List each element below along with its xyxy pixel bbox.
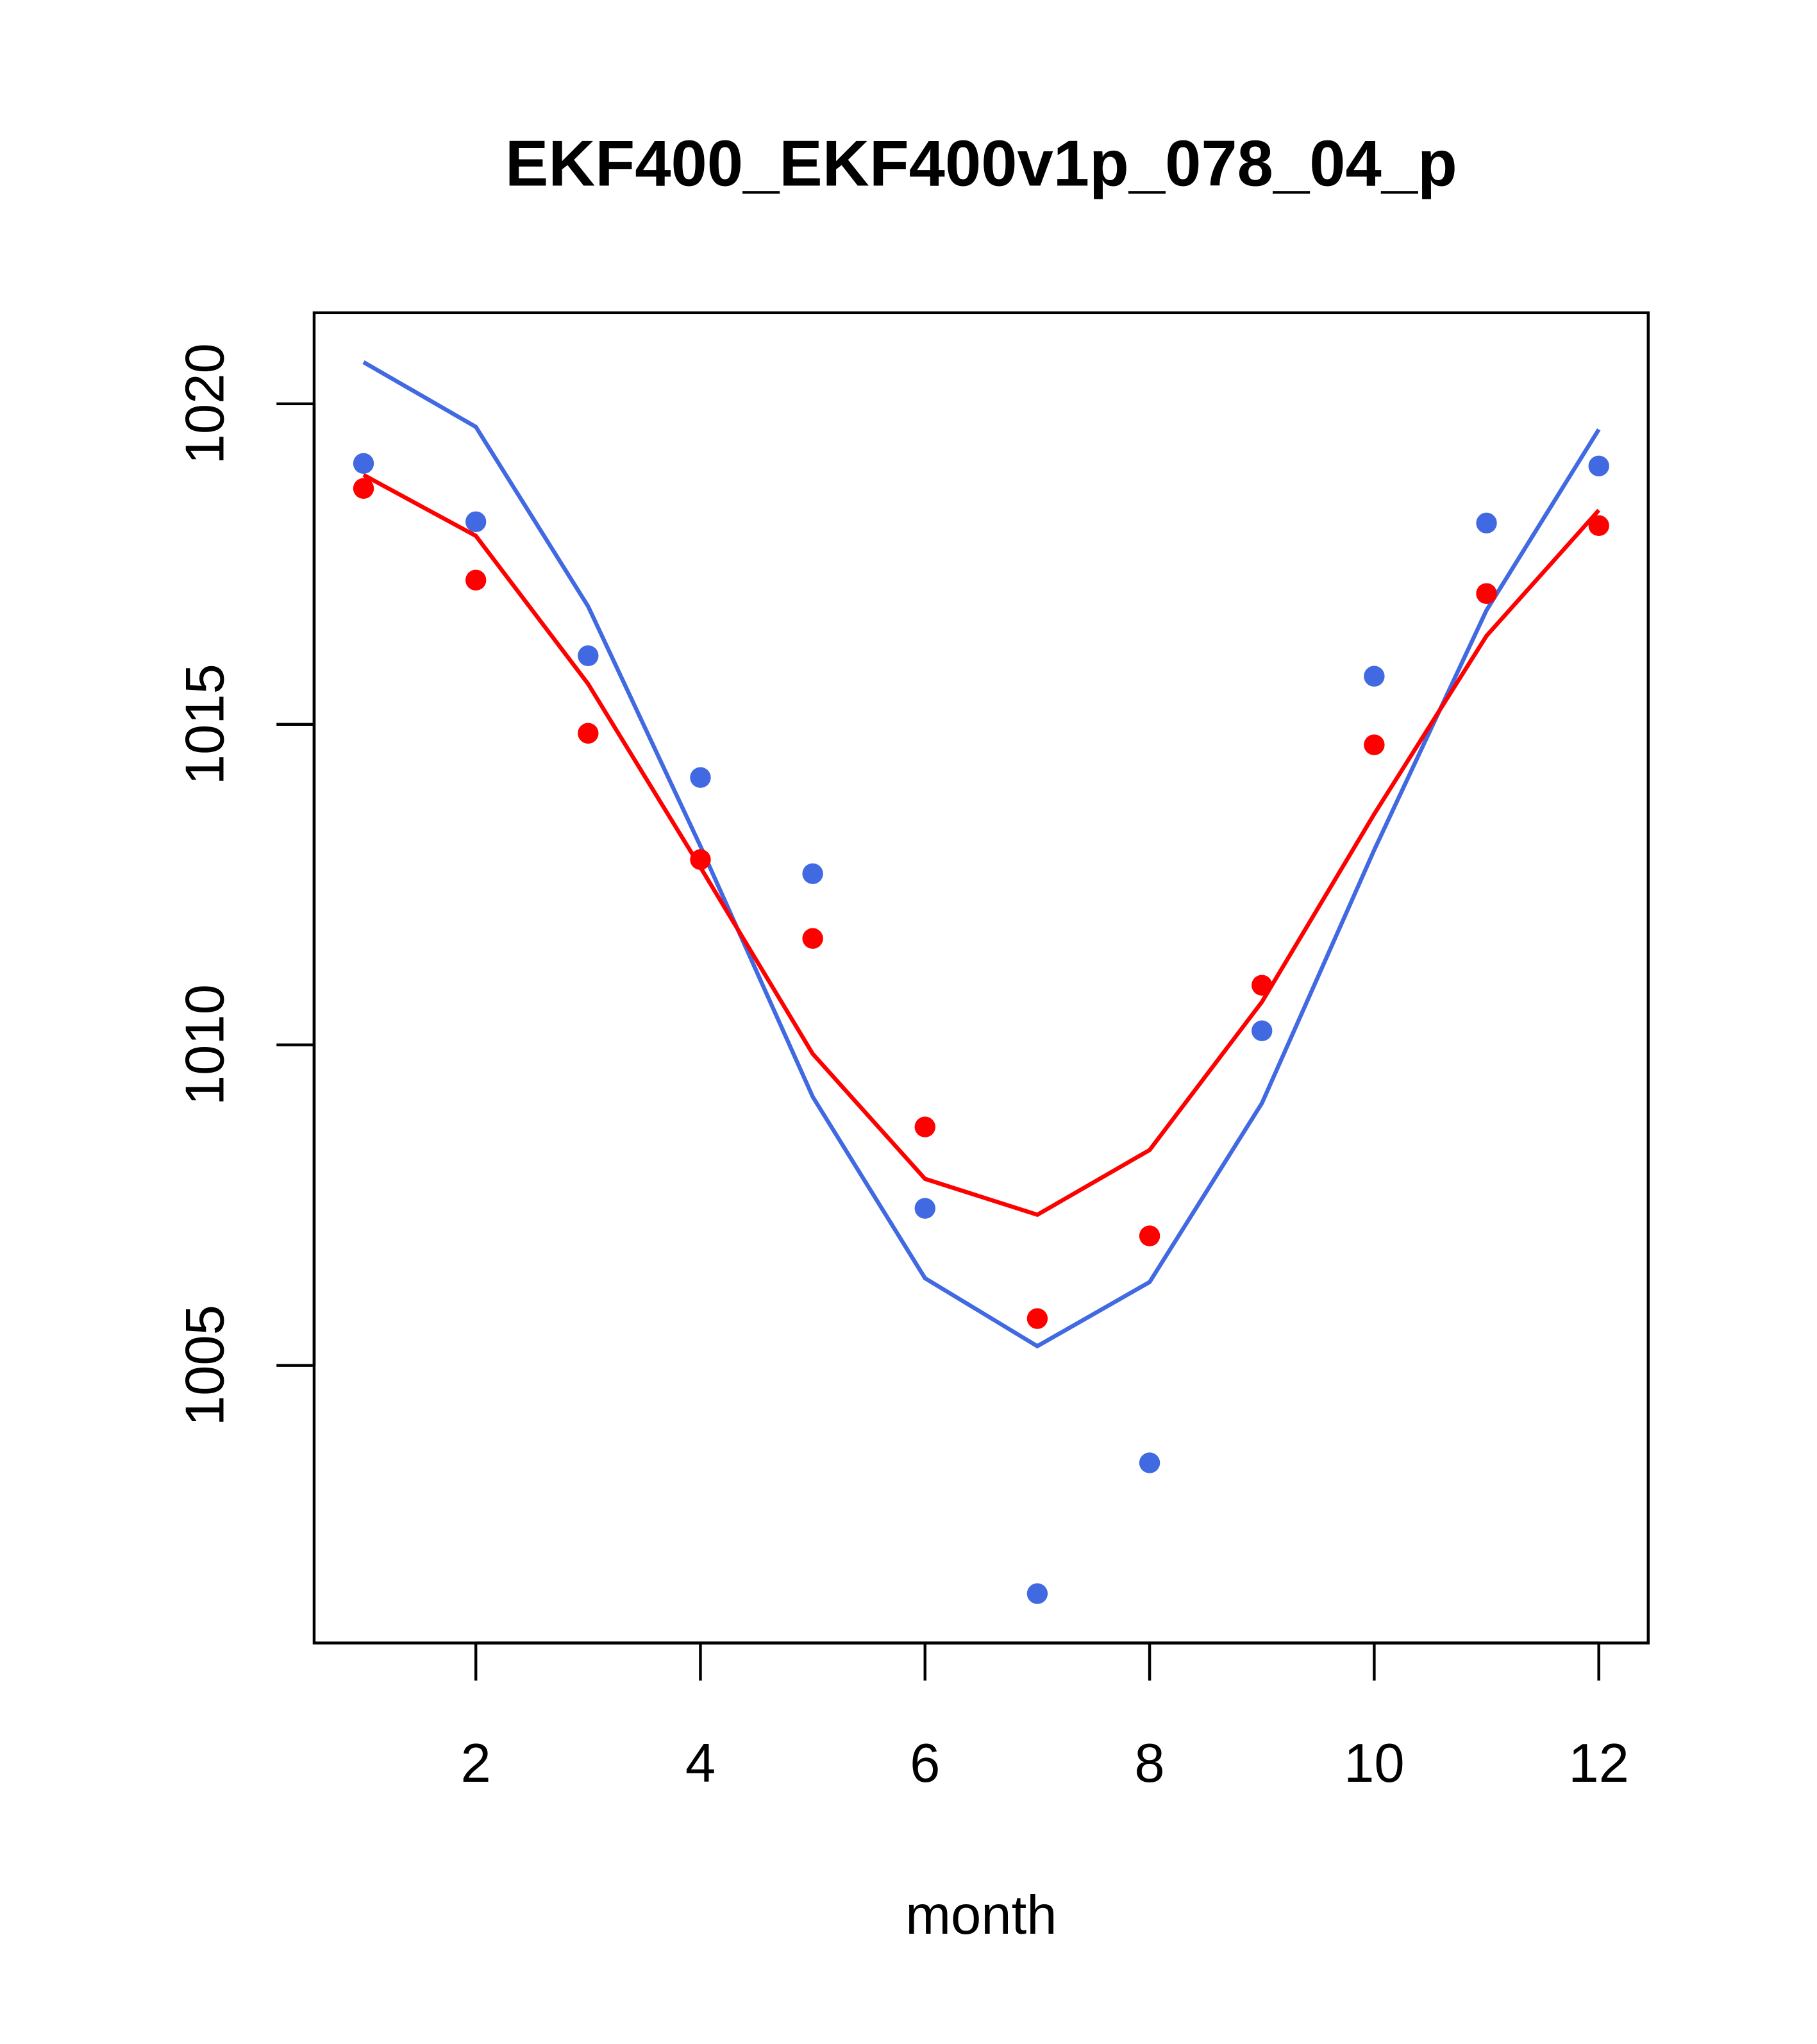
blue-point: [1364, 666, 1385, 687]
red-point: [465, 569, 487, 591]
y-tick-label: 1005: [174, 1305, 235, 1426]
x-axis-label: month: [905, 1885, 1057, 1946]
blue-point: [1026, 1583, 1048, 1604]
blue-point: [914, 1198, 935, 1219]
y-tick-label: 1015: [174, 664, 235, 785]
red-point: [1026, 1308, 1048, 1329]
x-tick-label: 10: [1344, 1733, 1405, 1794]
x-tick-label: 4: [685, 1733, 716, 1794]
blue-point: [1252, 1020, 1273, 1041]
y-tick-label: 1020: [174, 343, 235, 464]
blue-point: [690, 767, 711, 788]
blue-point: [1588, 455, 1609, 476]
blue-point: [465, 511, 487, 532]
blue-point: [802, 863, 823, 884]
blue-point: [1476, 512, 1497, 533]
red-point: [1364, 734, 1385, 755]
x-tick-label: 2: [461, 1733, 491, 1794]
chart-title: EKF400_EKF400v1p_078_04_p: [505, 127, 1457, 199]
blue-point: [1139, 1452, 1160, 1473]
series-layer: [353, 360, 1609, 1604]
red-point: [1252, 975, 1273, 996]
red-point: [914, 1116, 935, 1137]
red-point: [1476, 583, 1497, 604]
red-point: [353, 478, 374, 499]
x-tick-label: 12: [1568, 1733, 1629, 1794]
red-point: [1588, 515, 1609, 536]
x-axis: 2 4 6 8 10 12: [461, 1641, 1629, 1794]
y-axis: 1005 1010 1015 1020: [174, 343, 316, 1426]
x-tick-label: 8: [1134, 1733, 1164, 1794]
blue-point: [578, 645, 599, 666]
blue-point: [353, 453, 374, 474]
red-line-series: [362, 473, 1601, 1218]
red-point: [1139, 1225, 1160, 1246]
red-point: [690, 849, 711, 870]
blue-line-series: [362, 360, 1601, 1349]
red-point: [802, 928, 823, 949]
y-tick-label: 1010: [174, 984, 235, 1105]
plot-frame: [312, 311, 1650, 1645]
red-point: [578, 723, 599, 744]
x-tick-label: 6: [910, 1733, 940, 1794]
